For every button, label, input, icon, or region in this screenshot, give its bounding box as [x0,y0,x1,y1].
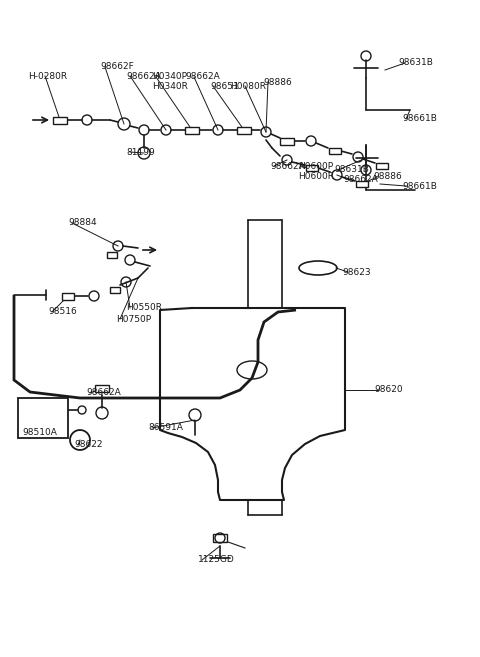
Text: 98662F: 98662F [100,62,134,71]
Text: H0550R: H0550R [126,303,162,312]
Text: 98623: 98623 [342,268,371,277]
Bar [213,534,227,542]
Text: 81199: 81199 [126,148,155,157]
Text: H0080R: H0080R [230,82,266,91]
Bar [356,181,368,187]
Text: 98884: 98884 [68,218,96,227]
Text: 98620: 98620 [374,385,403,394]
Bar [53,116,67,124]
Text: 98631B: 98631B [334,165,369,174]
Text: 98516: 98516 [48,307,77,316]
Text: 98661B: 98661B [402,114,437,123]
Text: 98622: 98622 [74,440,103,449]
Text: H-0280R: H-0280R [28,72,67,81]
Bar [110,287,120,293]
Text: H0340R: H0340R [152,82,188,91]
Bar [376,163,388,169]
Text: 98662A: 98662A [270,162,305,171]
Text: H0750P: H0750P [116,315,151,324]
Bar [237,127,251,133]
Bar [329,148,341,154]
Text: 98662A: 98662A [343,175,378,184]
Text: 98662A: 98662A [185,72,220,81]
Text: 98662A: 98662A [86,388,121,397]
Text: 98651: 98651 [210,82,239,91]
Text: H0340P: H0340P [152,72,187,81]
Bar [306,165,318,171]
Text: H0600P: H0600P [298,162,333,171]
Text: 98631B: 98631B [398,58,433,67]
Text: 1125GD: 1125GD [198,555,235,564]
Bar [18,398,68,438]
Text: 98662A: 98662A [126,72,161,81]
Text: 98510A: 98510A [22,428,57,437]
Bar [107,252,117,258]
Bar [62,292,74,300]
Text: H0600R: H0600R [298,172,334,181]
Bar [95,384,109,392]
Bar [185,127,199,133]
Text: 86591A: 86591A [148,423,183,432]
Text: 98661B: 98661B [402,182,437,191]
Text: 98886: 98886 [373,172,402,181]
Bar [280,137,294,145]
Text: 98886: 98886 [263,78,292,87]
